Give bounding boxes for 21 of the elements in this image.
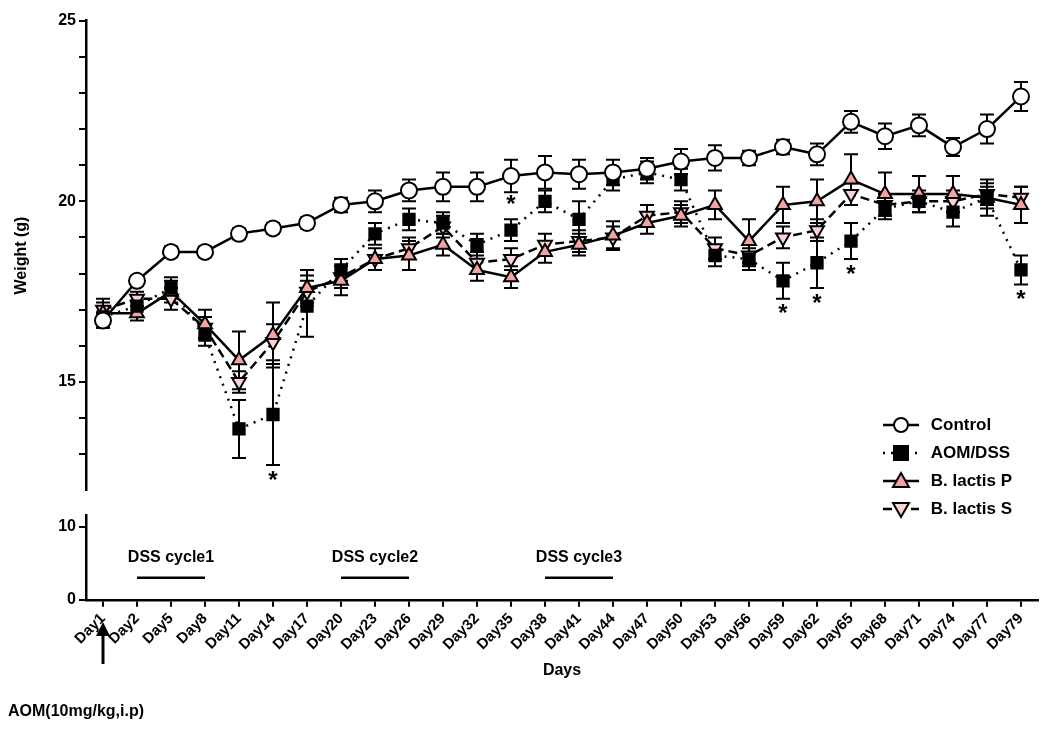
annotation: * (812, 288, 823, 316)
legend-label: AOM/DSS (930, 443, 1011, 463)
y-tick-label: 20 (58, 191, 77, 209)
y-axis-title: Weight (g) (12, 216, 30, 295)
legend-label: Control (930, 415, 992, 435)
y-tick-label: 0 (67, 590, 77, 608)
y-tick-label: 10 (58, 516, 77, 534)
annotation: DSS cycle3 (535, 548, 623, 566)
y-tick-label: 15 (58, 372, 77, 390)
annotation: * (268, 465, 279, 493)
annotation: * (846, 259, 857, 287)
legend-label: B. lactis S (930, 499, 1012, 519)
annotation: * (778, 299, 789, 327)
annotation: DSS cycle2 (331, 548, 419, 566)
annotation: * (506, 189, 517, 217)
legend-label: B. lactis P (930, 471, 1012, 491)
y-tick-label: 25 (58, 11, 77, 29)
annotation: * (1016, 285, 1027, 313)
x-axis-title: Days (542, 660, 582, 678)
annotation: DSS cycle1 (127, 548, 215, 566)
text: AOM(10mg/kg,i.p) (8, 702, 145, 720)
